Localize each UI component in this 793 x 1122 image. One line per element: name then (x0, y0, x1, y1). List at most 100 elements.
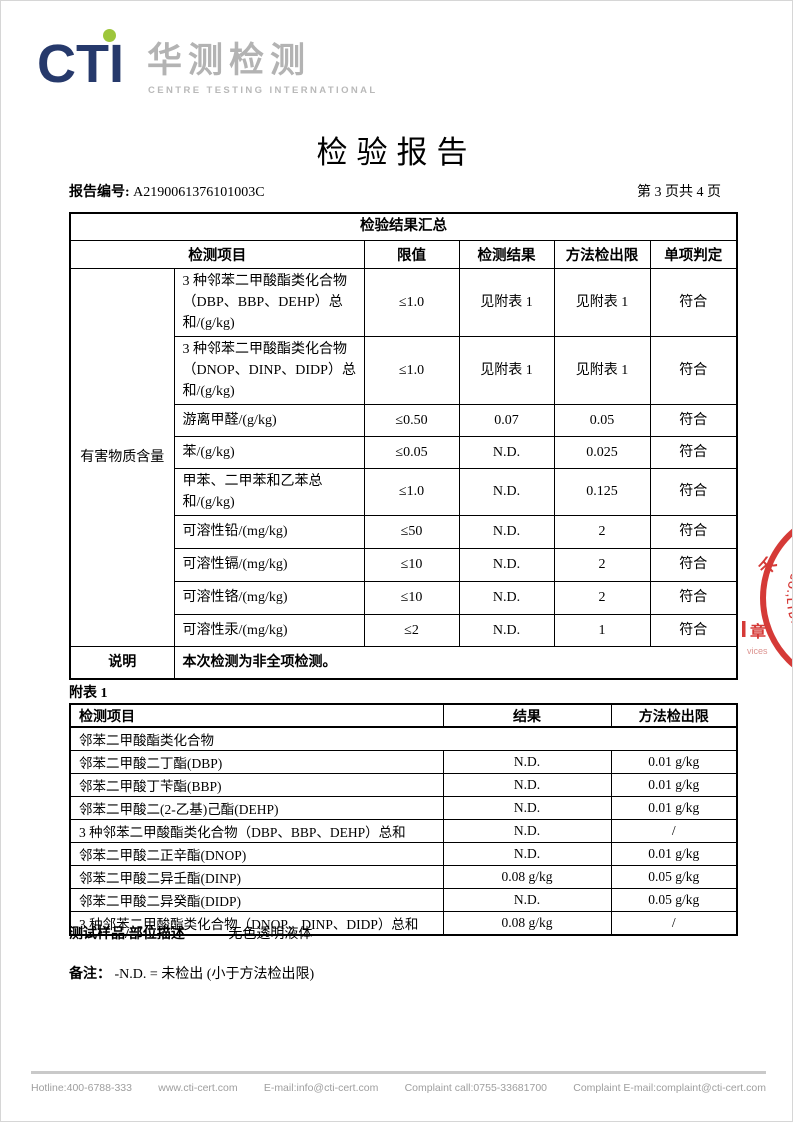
table-row: 可溶性镉/(mg/kg) ≤10 N.D. 2 符合 (70, 547, 738, 582)
report-number: 报告编号: A2190061376101003C (69, 181, 265, 201)
mdl-cell: 0.05 (553, 403, 651, 437)
mdl-cell: 0.01 g/kg (610, 773, 738, 797)
table-row: 邻苯二甲酸二(2-乙基)己酯(DEHP) N.D. 0.01 g/kg (69, 796, 738, 820)
item-cell: 3 种邻苯二甲酸酯类化合物（DNOP、DINP、DIDP）总和 (69, 911, 444, 936)
limit-cell: ≤0.05 (363, 435, 460, 469)
summary-table-header-row: 检测项目 限值 检测结果 方法检出限 单项判定 (69, 239, 738, 269)
verdict-cell: 符合 (649, 514, 738, 549)
column-header-result: 检测结果 (458, 239, 555, 269)
remark: 备注： -N.D. = 未检出 (小于方法检出限) (69, 963, 314, 983)
column-header-mdl: 方法检出限 (610, 703, 738, 728)
limit-cell: ≤10 (363, 580, 460, 615)
table-row: 邻苯二甲酸丁苄酯(BBP) N.D. 0.01 g/kg (69, 773, 738, 797)
item-cell: 可溶性镉/(mg/kg) (173, 547, 365, 582)
table-row: 可溶性铬/(mg/kg) ≤10 N.D. 2 符合 (70, 580, 738, 615)
item-cell: 邻苯二甲酸二异癸酯(DIDP) (69, 888, 444, 912)
column-header-item: 检测项目 (69, 703, 444, 728)
result-cell: 0.08 g/kg (442, 865, 612, 889)
footer-email: E-mail:info@cti-cert.com (263, 1082, 379, 1094)
result-cell: 见附表 1 (458, 267, 555, 337)
item-cell: 邻苯二甲酸二丁酯(DBP) (69, 750, 444, 774)
stamp-symbol: 禾 (755, 554, 780, 579)
item-cell: 邻苯二甲酸丁苄酯(BBP) (69, 773, 444, 797)
appendix-table: 检测项目 结果 方法检出限 邻苯二甲酸酯类化合物 邻苯二甲酸二丁酯(DBP) N… (69, 703, 738, 936)
table-row: 邻苯二甲酸二丁酯(DBP) N.D. 0.01 g/kg (69, 750, 738, 774)
limit-cell: ≤2 (363, 613, 460, 647)
mdl-cell: 2 (553, 580, 651, 615)
item-cell: 邻苯二甲酸二(2-乙基)己酯(DEHP) (69, 796, 444, 820)
sample-description-label: 测试样品/部位描述 (69, 927, 185, 942)
stamp-small-text: vices (747, 646, 768, 656)
note-row: 说明 本次检测为非全项检测。 (69, 645, 738, 680)
cti-logo-caption: CENTRE TESTING INTERNATIONAL (148, 85, 378, 96)
category-cell: 有害物质含量 (69, 267, 175, 647)
appendix-title: 附表 1 (69, 686, 108, 701)
result-cell: N.D. (458, 467, 555, 516)
mdl-cell: 见附表 1 (553, 267, 651, 337)
group-label: 邻苯二甲酸酯类化合物 (69, 726, 738, 751)
item-cell: 苯/(g/kg) (173, 435, 365, 469)
verdict-cell: 符合 (649, 467, 738, 516)
summary-table-title: 检验结果汇总 (69, 212, 738, 241)
cti-logo-letters: CTI (37, 34, 124, 94)
mdl-cell: 0.05 g/kg (610, 865, 738, 889)
result-cell: N.D. (442, 773, 612, 797)
verdict-cell: 符合 (649, 335, 738, 405)
mdl-cell: 0.01 g/kg (610, 842, 738, 866)
table-row: 可溶性汞/(mg/kg) ≤2 N.D. 1 符合 (70, 613, 738, 647)
limit-cell: ≤50 (363, 514, 460, 549)
remark-text: -N.D. = 未检出 (小于方法检出限) (114, 967, 315, 982)
footer-complaint-email: Complaint E-mail:complaint@cti-cert.com (573, 1082, 766, 1094)
note-text: 本次检测为非全项检测。 (173, 645, 738, 680)
verdict-cell: 符合 (649, 403, 738, 437)
table-row: 邻苯二甲酸二异壬酯(DINP) 0.08 g/kg 0.05 g/kg (69, 865, 738, 889)
meta-row: 报告编号: A2190061376101003C 第 3 页共 4 页 (69, 181, 721, 201)
cti-logo-chinese: 华测检测 (147, 41, 312, 80)
sample-description-value: 无色透明液体 (228, 927, 313, 942)
report-number-label: 报告编号: (69, 185, 130, 200)
stamp-char: 章 (750, 622, 766, 641)
mdl-cell: 见附表 1 (553, 335, 651, 405)
column-header-limit: 限值 (363, 239, 460, 269)
table-row: 邻苯二甲酸二异癸酯(DIDP) N.D. 0.05 g/kg (69, 888, 738, 912)
table-row: 3 种邻苯二甲酸酯类化合物（DNOP、DINP、DIDP）总和 0.08 g/k… (69, 911, 738, 936)
item-cell: 3 种邻苯二甲酸酯类化合物（DBP、BBP、DEHP）总和 (69, 819, 444, 843)
result-cell: 见附表 1 (458, 335, 555, 405)
mdl-cell: 0.025 (553, 435, 651, 469)
result-cell: N.D. (458, 514, 555, 549)
footer: Hotline:400-6788-333 www.cti-cert.com E-… (31, 1071, 766, 1094)
verdict-cell: 符合 (649, 435, 738, 469)
page-title: 检验报告 (316, 135, 477, 170)
limit-cell: ≤1.0 (363, 335, 460, 405)
item-cell: 甲苯、二甲苯和乙苯总和/(g/kg) (173, 467, 365, 516)
report-number-value: A2190061376101003C (133, 185, 265, 200)
summary-table: 检验结果汇总 检测项目 限值 检测结果 方法检出限 单项判定 有害物质含量 3 … (69, 212, 739, 680)
summary-table-title-row: 检验结果汇总 (69, 212, 738, 241)
result-cell: N.D. (442, 819, 612, 843)
table-row: 有害物质含量 3 种邻苯二甲酸酯类化合物（DBP、BBP、DEHP）总和/(g/… (69, 267, 738, 647)
footer-hotline: Hotline:400-6788-333 (31, 1082, 132, 1094)
result-cell: N.D. (458, 580, 555, 615)
page-indicator: 第 3 页共 4 页 (637, 185, 721, 200)
mdl-cell: 0.01 g/kg (610, 796, 738, 820)
remark-label: 备注： (69, 967, 111, 982)
mdl-cell: 0.01 g/kg (610, 750, 738, 774)
limit-cell: ≤10 (363, 547, 460, 582)
table-row: 3 种邻苯二甲酸酯类化合物（DBP、BBP、DEHP）总和 N.D. / (69, 819, 738, 843)
result-cell: 0.07 (458, 403, 555, 437)
mdl-cell: 0.125 (553, 467, 651, 516)
table-row: 可溶性铅/(mg/kg) ≤50 N.D. 2 符合 (70, 514, 738, 549)
limit-cell: ≤1.0 (363, 267, 460, 337)
item-cell: 可溶性汞/(mg/kg) (173, 613, 365, 647)
mdl-cell: / (610, 819, 738, 843)
table-row: 3 种邻苯二甲酸酯类化合物（DNOP、DINP、DIDP）总和/(g/kg) ≤… (70, 335, 738, 405)
note-label: 说明 (69, 645, 175, 680)
cti-logo-dot-icon (103, 29, 116, 42)
mdl-cell: 0.05 g/kg (610, 888, 738, 912)
verdict-cell: 符合 (649, 267, 738, 337)
item-cell: 邻苯二甲酸二正辛酯(DNOP) (69, 842, 444, 866)
footer-website: www.cti-cert.com (158, 1082, 238, 1094)
footer-complaint-call: Complaint call:0755-33681700 (404, 1082, 547, 1094)
verdict-cell: 符合 (649, 547, 738, 582)
